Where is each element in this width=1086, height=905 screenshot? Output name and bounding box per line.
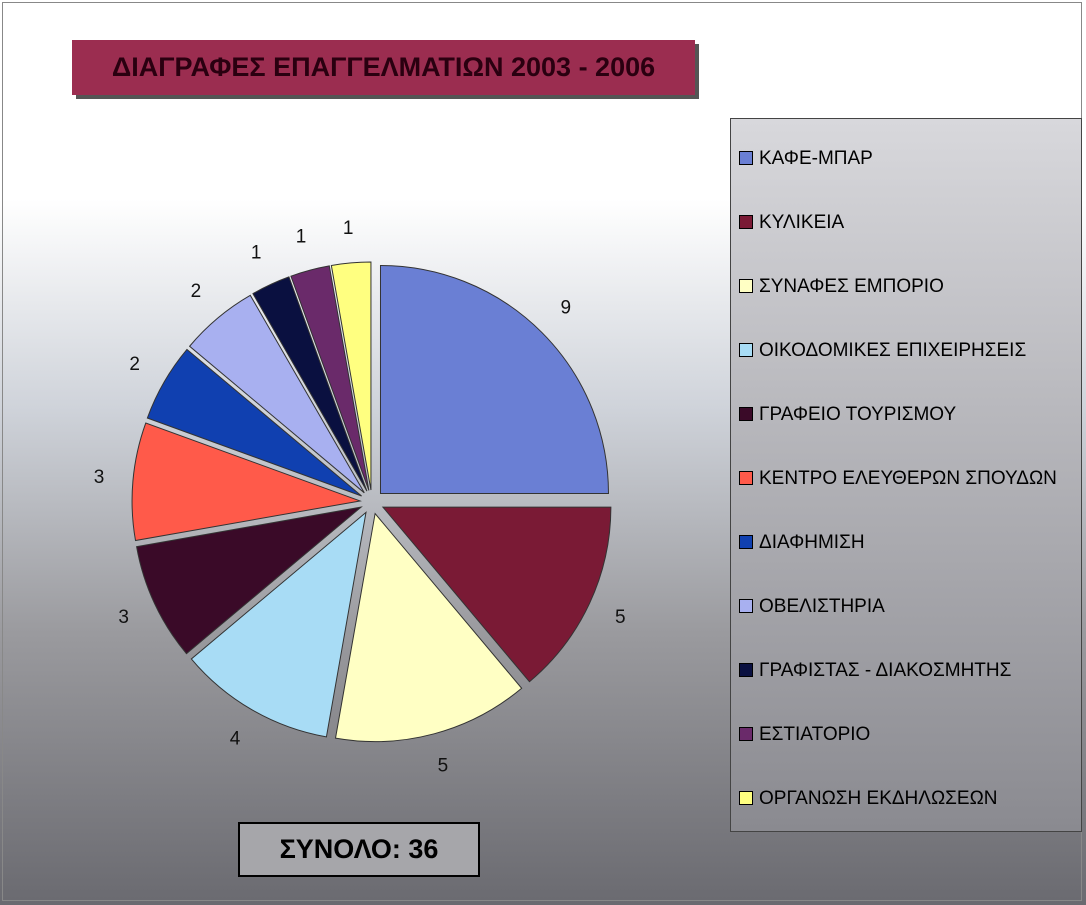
- pie-slice: [330, 261, 372, 491]
- data-label: 2: [191, 281, 202, 302]
- legend-label: ΕΣΤΙΑΤΟΡΙΟ: [759, 724, 871, 745]
- data-label: 1: [251, 243, 262, 264]
- pie-slice: [381, 506, 612, 683]
- data-label: 3: [94, 467, 105, 488]
- legend-swatch: [739, 727, 753, 741]
- legend-label: ΟΙΚΟΔΟΜΙΚΕΣ ΕΠΙΧΕΙΡΗΣΕΙΣ: [759, 340, 1027, 361]
- legend-item: ΟΒΕΛΙΣΤΗΡΙΑ: [739, 595, 1079, 619]
- legend-swatch: [739, 215, 753, 229]
- legend-item: ΟΡΓΑΝΩΣΗ ΕΚΔΗΛΩΣΕΩΝ: [739, 787, 1079, 811]
- legend-label: ΓΡΑΦΕΙΟ ΤΟΥΡΙΣΜΟΥ: [759, 404, 957, 425]
- data-label: 9: [560, 297, 571, 318]
- legend-label: ΟΡΓΑΝΩΣΗ ΕΚΔΗΛΩΣΕΩΝ: [759, 788, 998, 809]
- data-label: 4: [230, 728, 241, 749]
- legend: ΚΑΦΕ-ΜΠΑΡ ΚΥΛΙΚΕΙΑ ΣΥΝΑΦΕΣ ΕΜΠΟΡΙΟ ΟΙΚΟΔΟΜΙ…: [730, 118, 1082, 832]
- legend-swatch: [739, 663, 753, 677]
- legend-item: ΚΕΝΤΡΟ ΕΛΕΥΘΕΡΩΝ ΣΠΟΥΔΩΝ: [739, 467, 1079, 491]
- pie-slice: [131, 422, 362, 542]
- pie-slice: [334, 512, 523, 743]
- legend-swatch: [739, 279, 753, 293]
- pie-slice: [146, 348, 362, 497]
- legend-item: ΟΙΚΟΔΟΜΙΚΕΣ ΕΠΙΧΕΙΡΗΣΕΙΣ: [739, 339, 1079, 363]
- legend-item: ΓΡΑΦΕΙΟ ΤΟΥΡΙΣΜΟΥ: [739, 403, 1079, 427]
- legend-item: ΓΡΑΦΙΣΤΑΣ - ΔΙΑΚΟΣΜΗΤΗΣ: [739, 659, 1079, 683]
- data-label: 2: [129, 354, 140, 375]
- pie-slice: [252, 276, 368, 492]
- pie-slice: [290, 265, 370, 491]
- pie-area: 9 5 5 4 3 3 2 2 1 1 1: [94, 218, 626, 777]
- legend-label: ΟΒΕΛΙΣΤΗΡΙΑ: [759, 596, 885, 617]
- legend-label: ΚΥΛΙΚΕΙΑ: [759, 212, 845, 233]
- legend-item: ΣΥΝΑΦΕΣ ΕΜΠΟΡΙΟ: [739, 275, 1079, 299]
- legend-swatch: [739, 791, 753, 805]
- pie-slice: [379, 265, 609, 495]
- data-label: 5: [615, 607, 626, 628]
- legend-item: ΕΣΤΙΑΤΟΡΙΟ: [739, 723, 1079, 747]
- legend-label: ΓΡΑΦΙΣΤΑΣ - ΔΙΑΚΟΣΜΗΤΗΣ: [759, 660, 1012, 681]
- legend-swatch: [739, 535, 753, 549]
- legend-swatch: [739, 599, 753, 613]
- legend-swatch: [739, 407, 753, 421]
- data-label: 1: [296, 226, 307, 247]
- legend-label: ΚΕΝΤΡΟ ΕΛΕΥΘΕΡΩΝ ΣΠΟΥΔΩΝ: [759, 468, 1057, 489]
- legend-swatch: [739, 471, 753, 485]
- data-label: 3: [118, 607, 129, 628]
- legend-label: ΔΙΑΦΗΜΙΣΗ: [759, 532, 865, 553]
- legend-item: ΔΙΑΦΗΜΙΣΗ: [739, 531, 1079, 555]
- data-label: 1: [343, 218, 354, 239]
- pie-slice: [188, 294, 365, 494]
- legend-item: ΚΑΦΕ-ΜΠΑΡ: [739, 147, 1079, 171]
- chart-title: ΔΙΑΓΡΑΦΕΣ ΕΠΑΓΓΕΛΜΑΤΙΩΝ 2003 - 2006: [72, 40, 695, 95]
- legend-swatch: [739, 151, 753, 165]
- total-label: ΣΥΝΟΛΟ: 36: [238, 822, 480, 877]
- legend-swatch: [739, 343, 753, 357]
- legend-item: ΚΥΛΙΚΕΙΑ: [739, 211, 1079, 235]
- pie-slice: [190, 511, 367, 738]
- data-label: 5: [438, 756, 449, 777]
- legend-label: ΚΑΦΕ-ΜΠΑΡ: [759, 148, 873, 169]
- legend-label: ΣΥΝΑΦΕΣ ΕΜΠΟΡΙΟ: [759, 276, 944, 297]
- pie-slice: [136, 506, 363, 655]
